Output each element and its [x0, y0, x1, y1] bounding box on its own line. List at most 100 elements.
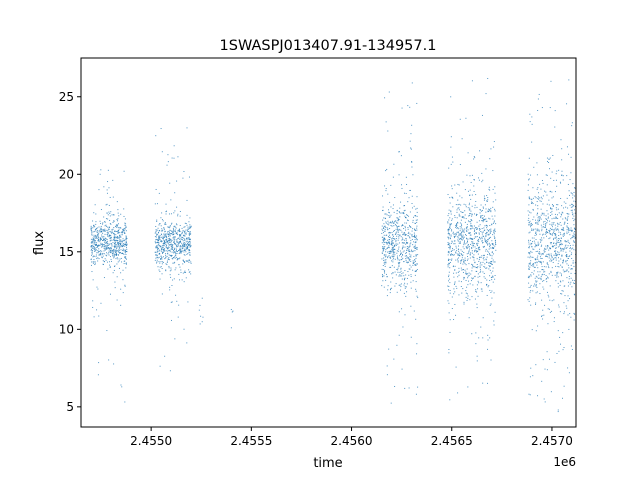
- data-point: [563, 311, 565, 313]
- data-point: [401, 239, 403, 241]
- data-point: [468, 232, 470, 234]
- data-point: [117, 242, 119, 244]
- data-point: [175, 223, 177, 225]
- data-point: [557, 271, 559, 273]
- data-point: [458, 294, 460, 296]
- data-point: [473, 242, 475, 244]
- data-point: [537, 223, 539, 225]
- data-point: [458, 274, 460, 276]
- data-point: [467, 284, 469, 286]
- data-point: [118, 251, 120, 253]
- data-point: [461, 216, 463, 218]
- data-point: [91, 261, 93, 263]
- data-point: [470, 273, 472, 275]
- data-point: [155, 188, 157, 190]
- data-point: [476, 245, 478, 247]
- data-point: [566, 277, 568, 279]
- data-point: [567, 217, 569, 219]
- data-point: [104, 240, 106, 242]
- data-point: [154, 241, 156, 243]
- data-point: [388, 211, 390, 213]
- data-point: [448, 262, 450, 264]
- data-point: [109, 247, 111, 249]
- data-point: [552, 196, 554, 198]
- data-point: [564, 221, 566, 223]
- data-point: [410, 276, 412, 278]
- data-point: [118, 249, 120, 251]
- data-point: [97, 231, 99, 233]
- data-point: [570, 238, 572, 240]
- data-point: [91, 242, 93, 244]
- data-point: [94, 250, 96, 252]
- data-point: [569, 255, 571, 257]
- data-point: [182, 236, 184, 238]
- data-point: [113, 235, 115, 237]
- data-point: [97, 252, 99, 254]
- data-point: [172, 230, 174, 232]
- data-point: [182, 247, 184, 249]
- data-point: [399, 253, 401, 255]
- data-point: [97, 245, 99, 247]
- data-point: [448, 234, 450, 236]
- data-point: [161, 268, 163, 270]
- data-point: [170, 267, 172, 269]
- data-point: [549, 311, 551, 313]
- data-point: [103, 239, 105, 241]
- data-point: [384, 272, 386, 274]
- data-point: [559, 247, 561, 249]
- data-point: [545, 215, 547, 217]
- data-point: [101, 229, 103, 231]
- data-point: [547, 220, 549, 222]
- data-point: [400, 259, 402, 261]
- data-point: [466, 273, 468, 275]
- data-point: [171, 255, 173, 257]
- data-point: [491, 264, 493, 266]
- data-point: [449, 223, 451, 225]
- data-point: [447, 251, 449, 253]
- data-point: [486, 261, 488, 263]
- data-point: [103, 277, 105, 279]
- data-point: [100, 227, 102, 229]
- data-point: [392, 204, 394, 206]
- data-point: [485, 218, 487, 220]
- data-point: [470, 234, 472, 236]
- data-point: [491, 252, 493, 254]
- data-point: [571, 193, 573, 195]
- data-point: [401, 248, 403, 250]
- data-point: [488, 251, 490, 253]
- data-point: [179, 234, 181, 236]
- data-point: [396, 229, 398, 231]
- data-point: [465, 206, 467, 208]
- data-point: [415, 318, 417, 320]
- data-point: [173, 257, 175, 259]
- data-point: [94, 240, 96, 242]
- data-point: [90, 242, 92, 244]
- data-point: [166, 233, 168, 235]
- data-point: [163, 233, 165, 235]
- data-point: [155, 238, 157, 240]
- data-point: [488, 230, 490, 232]
- data-point: [405, 259, 407, 261]
- data-point: [543, 279, 545, 281]
- data-point: [553, 258, 555, 260]
- data-point: [170, 233, 172, 235]
- data-point: [477, 280, 479, 282]
- data-point: [183, 234, 185, 236]
- data-point: [561, 174, 563, 176]
- data-point: [161, 240, 163, 242]
- data-point: [160, 258, 162, 260]
- data-point: [94, 230, 96, 232]
- data-point: [471, 248, 473, 250]
- data-point: [104, 225, 106, 227]
- data-point: [529, 121, 531, 123]
- data-point: [461, 231, 463, 233]
- data-point: [163, 248, 165, 250]
- data-point: [471, 241, 473, 243]
- data-point: [556, 239, 558, 241]
- data-point: [557, 228, 559, 230]
- data-point: [388, 215, 390, 216]
- data-point: [93, 243, 95, 245]
- data-point: [574, 187, 576, 189]
- data-point: [467, 243, 469, 245]
- data-point: [463, 301, 465, 303]
